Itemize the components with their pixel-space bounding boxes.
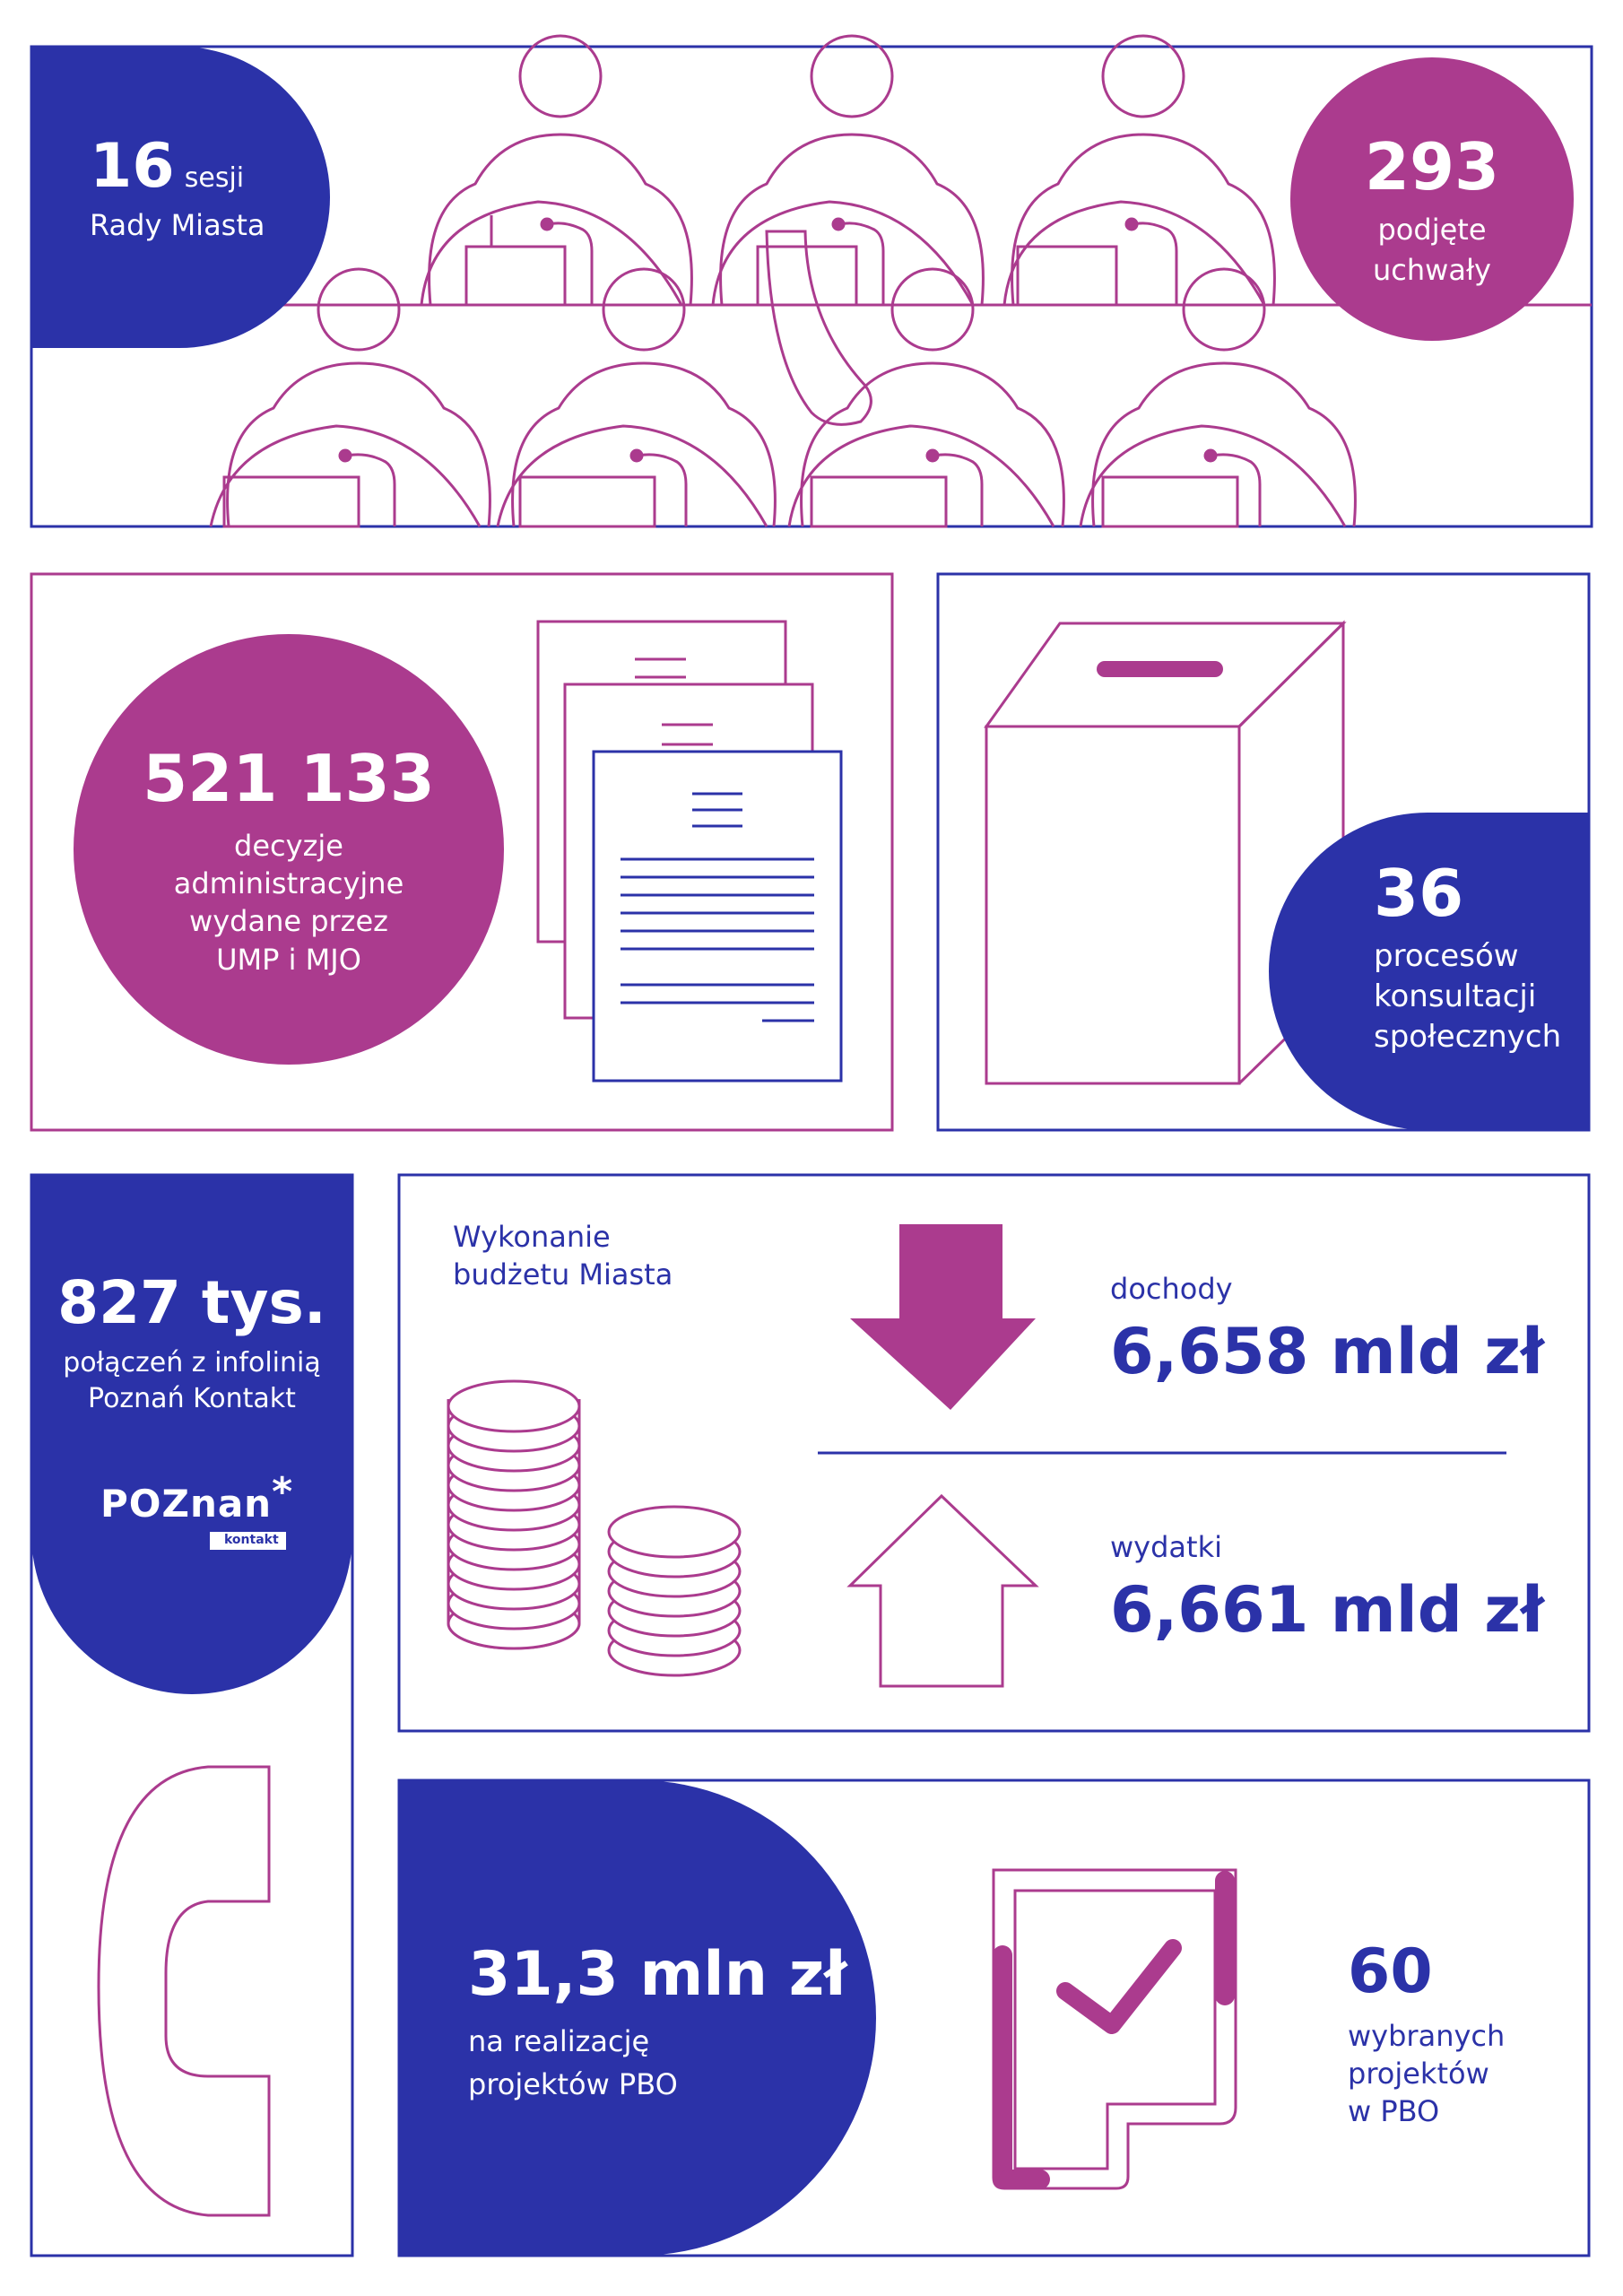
consultations-label-line: konsultacji xyxy=(1374,978,1537,1014)
decisions-label-line: UMP i MJO xyxy=(216,942,361,977)
budget-title-line: Wykonanie xyxy=(453,1220,611,1254)
decisions-label-line: administracyjne xyxy=(173,866,404,901)
council-people-illustration xyxy=(31,34,1592,528)
poznan-kontakt-logo: POZnan* kontakt xyxy=(100,1469,292,1550)
council-member-bottom-3 xyxy=(787,267,1065,528)
consultations-stat: 36 procesów konsultacji społecznych xyxy=(1374,861,1561,1057)
infoline-label-line: Poznań Kontakt xyxy=(88,1382,296,1414)
sessions-number: 16 xyxy=(90,131,175,202)
pbo-projects-number: 60 xyxy=(1348,1936,1433,2007)
consultations-label-line: procesów xyxy=(1374,938,1519,974)
sessions-label: Rady Miasta xyxy=(90,208,265,242)
logo-text: POZnan xyxy=(100,1482,273,1526)
pbo-shape xyxy=(399,1780,876,2256)
resolutions-circle xyxy=(1290,57,1574,341)
council-member-top-1 xyxy=(420,34,693,307)
decisions-stat: 521 133 decyzje administracyjne wydane p… xyxy=(82,746,495,978)
income-value: 6,658 mld zł xyxy=(1110,1315,1544,1388)
income-label: dochody xyxy=(1110,1272,1233,1306)
council-member-bottom-1 xyxy=(209,267,491,528)
resolutions-label-2: uchwały xyxy=(1373,252,1491,287)
budget-title: Wykonanie budżetu Miasta xyxy=(453,1218,673,1293)
coins-icon xyxy=(447,1379,742,1677)
infoline-stat: 827 tys. połączeń z infolinią Poznań Kon… xyxy=(31,1274,352,1416)
logo-star-icon: * xyxy=(272,1469,293,1515)
pbo-amount-label-line: projektów PBO xyxy=(468,2067,678,2101)
phone-icon xyxy=(97,1765,271,2217)
budget-panel-frame xyxy=(397,1173,1591,1733)
decisions-panel-frame xyxy=(30,572,894,1132)
pbo-amount-label-line: na realizację xyxy=(468,2024,650,2058)
documents-icon xyxy=(536,620,843,1083)
infoline-number: 827 tys. xyxy=(57,1268,326,1337)
expenses-value: 6,661 mld zł xyxy=(1110,1573,1544,1647)
decisions-label-line: wydane przez xyxy=(189,904,388,939)
resolutions-label-1: podjęte xyxy=(1377,213,1487,247)
checkbox-document-icon xyxy=(992,1868,1237,2190)
decisions-circle xyxy=(74,634,504,1065)
sessions-stat: 16 sesji xyxy=(90,136,244,197)
pbo-projects-label-line: w PBO xyxy=(1348,2094,1440,2129)
resolutions-number: 293 xyxy=(1364,129,1500,204)
expenses-label: wydatki xyxy=(1110,1530,1222,1564)
sessions-unit: sesji xyxy=(184,162,245,194)
pbo-projects-label-line: projektów xyxy=(1348,2057,1489,2092)
sessions-shape xyxy=(31,47,330,348)
council-member-bottom-4 xyxy=(1079,267,1357,528)
consultations-label-line: społecznych xyxy=(1374,1018,1562,1055)
consultations-shape xyxy=(1269,813,1589,1130)
pbo-amount-stat: 31,3 mln zł na realizację projektów PBO xyxy=(468,1944,847,2106)
pbo-projects-label-line: wybranych xyxy=(1348,2019,1506,2053)
infoline-shape xyxy=(31,1175,352,1694)
pbo-amount: 31,3 mln zł xyxy=(468,1939,847,2010)
council-member-top-2 xyxy=(711,34,985,307)
logo-sub: kontakt xyxy=(210,1532,286,1550)
decisions-label-line: decyzje xyxy=(234,829,343,863)
arrow-down-icon xyxy=(850,1224,1036,1410)
council-member-bottom-2 xyxy=(496,267,777,528)
consultations-number: 36 xyxy=(1374,856,1464,931)
pbo-projects-stat: 60 wybranych projektów w PBO xyxy=(1348,1942,1505,2131)
decisions-number: 521 133 xyxy=(143,741,435,816)
council-member-top-3 xyxy=(1002,34,1276,307)
infoline-label-line: połączeń z infolinią xyxy=(63,1347,321,1378)
resolutions-stat: 293 podjęte uchwały xyxy=(1291,135,1573,291)
arrow-up-icon xyxy=(846,1493,1039,1688)
budget-title-line: budżetu Miasta xyxy=(453,1257,673,1292)
